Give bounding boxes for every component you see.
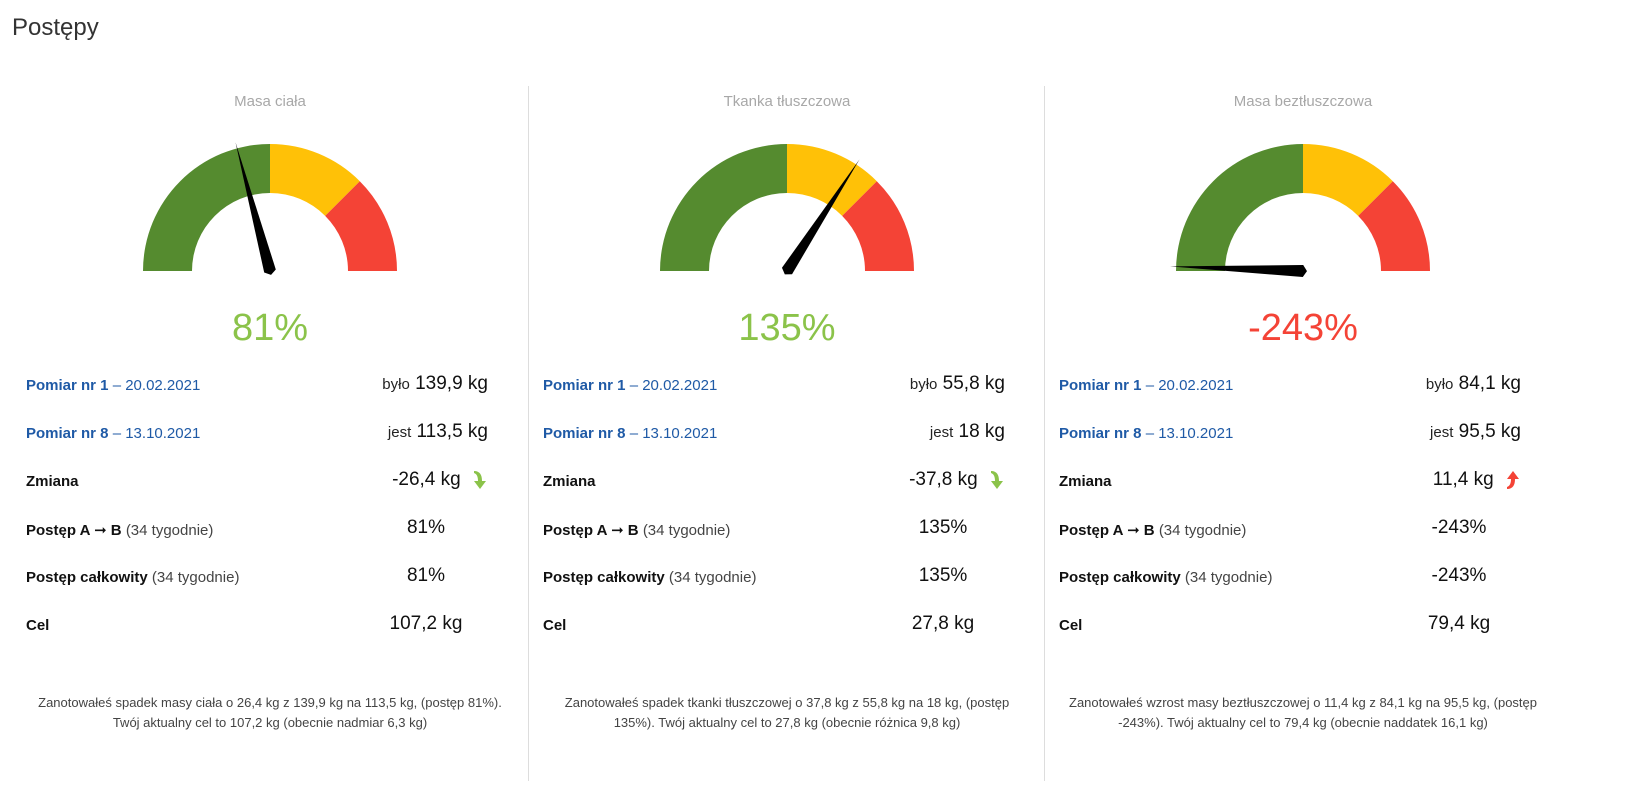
summary-text: Zanotowałeś spadek masy ciała o 26,4 kg … [38,695,502,730]
value-change: 11,4 kg [1432,469,1494,491]
gauge-red-segment [325,181,397,271]
row-measurement-1: Pomiar nr 1 – 20.02.2021 było 55,8 kg [543,373,1005,394]
progress-percent: -243% [1248,307,1358,349]
row-progress-ab: Postęp A ➞ B (34 tygodnie) 81% [12,513,528,561]
value-before: 55,8 kg [942,373,1005,394]
goal-label: Cel [26,617,50,634]
row-measurement-1: Pomiar nr 1 – 20.02.2021 było 84,1 kg [1059,373,1521,394]
measurement-1-date: 20.02.2021 [642,377,718,394]
goal-label: Cel [543,617,567,634]
value-progress-ab: -243% [1431,517,1487,538]
measurement-1-link[interactable]: Pomiar nr 1 [543,377,626,394]
value-before: 139,9 kg [415,373,488,394]
row-measurement-8: Pomiar nr 8 – 13.10.2021 jest 95,5 kg [1059,421,1521,442]
gauge-yellow-segment [270,144,360,216]
gauge-red-segment [842,181,914,271]
row-progress-total: Postęp całkowity (34 tygodnie) 135% [529,561,1045,609]
row-progress-total: Postęp całkowity (34 tygodnie) 81% [12,561,528,609]
page-title: Postępy [12,14,99,41]
gauge-red-segment [1358,181,1430,271]
value-change: -37,8 kg [909,469,978,491]
panel-lean-mass: Masa beztłuszczowa -243% Pomiar nr 1 – 2… [1044,86,1561,781]
value-progress-total: -243% [1431,565,1487,586]
gauge-needle [1170,265,1307,277]
gauge-yellow-segment [787,144,877,216]
panel-title: Masa ciała [234,93,306,110]
measurement-8-link[interactable]: Pomiar nr 8 [1059,425,1142,442]
row-change: Zmiana 11,4 kg [1045,465,1561,513]
gauge-green-segment [1176,144,1303,271]
summary-text: Zanotowałeś spadek tkanki tłuszczowej o … [564,695,1010,730]
value-goal: 79,4 kg [1427,613,1491,634]
measurement-8-link[interactable]: Pomiar nr 8 [543,425,626,442]
measurement-1-date: 20.02.2021 [125,377,201,394]
trend-arrow-icon [1507,471,1519,489]
gauge-yellow-segment [1303,144,1393,216]
panel-fat-tissue: Tkanka tłuszczowa 135% Pomiar nr 1 – 20.… [528,86,1045,781]
gauge-needle [781,159,860,275]
progress-percent: 81% [231,307,309,349]
panel-title: Tkanka tłuszczowa [723,93,851,110]
progress-percent: 135% [738,307,836,349]
row-measurement-8: Pomiar nr 8 – 13.10.2021 jest 18 kg [543,421,1005,442]
gauge-green-segment [143,144,270,271]
row-measurement-1: Pomiar nr 1 – 20.02.2021 było 139,9 kg [26,373,488,394]
row-progress-total: Postęp całkowity (34 tygodnie) -243% [1045,561,1561,609]
row-progress-ab: Postęp A ➞ B (34 tygodnie) -243% [1045,513,1561,561]
change-label: Zmiana [26,473,79,490]
goal-label: Cel [1059,617,1083,634]
value-goal: 107,2 kg [389,613,463,634]
row-change: Zmiana -26,4 kg [12,465,528,513]
trend-arrow-icon [991,471,1003,489]
gauge-needle [235,142,276,275]
progress-gauge [1170,144,1430,277]
value-now: 113,5 kg [416,421,488,442]
measurement-table: Pomiar nr 1 – 20.02.2021 było 139,9 kg P… [12,369,528,657]
value-now: 95,5 kg [1458,421,1521,442]
progress-gauge [143,142,397,275]
row-progress-ab: Postęp A ➞ B (34 tygodnie) 135% [529,513,1045,561]
value-progress-total: 135% [918,565,968,586]
measurement-8-date: 13.10.2021 [1158,425,1234,442]
measurement-table: Pomiar nr 1 – 20.02.2021 było 55,8 kg Po… [529,369,1045,657]
measurement-table: Pomiar nr 1 – 20.02.2021 było 84,1 kg Po… [1045,369,1561,657]
row-measurement-8: Pomiar nr 8 – 13.10.2021 jest 113,5 kg [26,421,488,442]
trend-arrow-icon [474,471,486,489]
measurement-8-date: 13.10.2021 [642,425,718,442]
value-change: -26,4 kg [392,469,461,491]
panel-body-mass: Masa ciała 81% Pomiar nr 1 – 20.02.2021 … [12,86,528,781]
value-goal: 27,8 kg [911,613,975,634]
measurement-8-link[interactable]: Pomiar nr 8 [26,425,109,442]
value-progress-ab: 81% [406,517,446,538]
measurement-1-link[interactable]: Pomiar nr 1 [1059,377,1142,394]
value-progress-total: 81% [406,565,446,586]
change-label: Zmiana [1059,473,1112,490]
row-goal: Cel 107,2 kg [12,609,528,657]
row-change: Zmiana -37,8 kg [529,465,1045,513]
value-now: 18 kg [958,421,1005,442]
progress-panels: Masa ciała 81% Pomiar nr 1 – 20.02.2021 … [0,86,1560,781]
measurement-8-date: 13.10.2021 [125,425,201,442]
row-goal: Cel 79,4 kg [1045,609,1561,657]
measurement-1-link[interactable]: Pomiar nr 1 [26,377,109,394]
progress-gauge [660,144,914,275]
summary-text: Zanotowałeś wzrost masy beztłuszczowej o… [1069,695,1537,730]
gauge-green-segment [660,144,787,271]
value-before: 84,1 kg [1458,373,1521,394]
row-goal: Cel 27,8 kg [529,609,1045,657]
panel-title: Masa beztłuszczowa [1233,93,1373,110]
measurement-1-date: 20.02.2021 [1158,377,1234,394]
value-progress-ab: 135% [918,517,968,538]
change-label: Zmiana [543,473,596,490]
